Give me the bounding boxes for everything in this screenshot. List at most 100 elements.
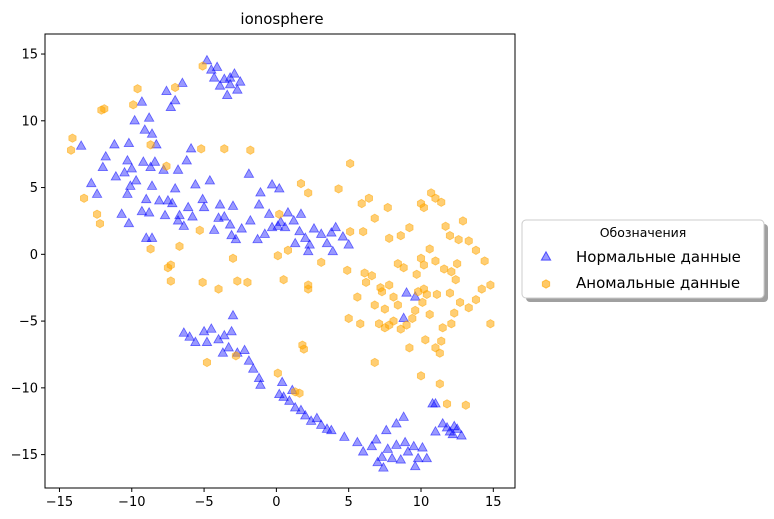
- normal-data-point: [315, 228, 327, 238]
- y-tick-label: −10: [11, 381, 38, 396]
- normal-data-point: [376, 451, 388, 461]
- normal-data-point: [456, 429, 467, 440]
- normal-data-point: [85, 177, 97, 188]
- normal-data-point: [123, 137, 135, 148]
- anomaly-data-point: [362, 277, 371, 288]
- normal-data-point: [201, 54, 213, 65]
- normal-data-point: [97, 161, 109, 172]
- normal-data-point: [325, 424, 337, 435]
- normal-data-point: [123, 217, 135, 228]
- anomaly-data-point: [344, 313, 353, 324]
- normal-data-point: [253, 198, 265, 209]
- anomaly-data-point: [246, 145, 255, 155]
- anomaly-data-point: [100, 104, 109, 114]
- normal-data-point: [204, 174, 216, 185]
- normal-data-point: [146, 232, 158, 242]
- normal-data-point: [315, 419, 327, 429]
- anomaly-data-point: [359, 226, 368, 237]
- normal-data-point: [401, 287, 412, 297]
- normal-data-point: [399, 436, 411, 447]
- normal-data-point: [185, 142, 197, 153]
- anomaly-data-point: [360, 268, 369, 278]
- normal-data-point: [357, 445, 369, 456]
- anomaly-data-point: [450, 308, 459, 318]
- anomaly-data-point: [405, 343, 414, 353]
- anomaly-data-point: [343, 265, 352, 276]
- x-tick-label: 5: [345, 495, 353, 510]
- anomaly-data-point: [273, 368, 282, 378]
- anomaly-data-point: [383, 202, 392, 213]
- normal-data-point: [275, 216, 287, 226]
- anomaly-data-point: [451, 275, 460, 285]
- normal-data-point: [187, 210, 198, 221]
- normal-data-point: [226, 325, 237, 336]
- legend-marker-anomaly: [541, 279, 551, 289]
- anomaly-data-point: [416, 371, 426, 381]
- anomaly-data-point: [233, 276, 242, 286]
- normal-data-point: [100, 150, 112, 161]
- legend-label-normal: Нормальные данные: [576, 248, 741, 266]
- anomaly-data-point: [425, 309, 434, 320]
- anomaly-data-point: [477, 284, 486, 294]
- anomaly-data-point: [442, 399, 452, 409]
- normal-data-point: [139, 124, 151, 134]
- anomaly-data-point: [317, 257, 326, 268]
- anomaly-data-point: [346, 158, 355, 169]
- normal-data-point: [169, 182, 181, 193]
- normal-data-point: [227, 200, 239, 210]
- normal-data-point: [266, 178, 278, 189]
- normal-data-point: [140, 193, 152, 204]
- anomaly-data-point: [416, 253, 426, 263]
- normal-data-point: [205, 323, 217, 333]
- normal-data-point: [398, 312, 410, 322]
- anomaly-data-point: [447, 319, 456, 329]
- normal-data-point: [190, 178, 201, 189]
- normal-data-point: [437, 417, 449, 428]
- anomaly-data-point: [68, 133, 77, 143]
- anomaly-data-point: [399, 263, 408, 273]
- normal-data-point: [231, 84, 243, 94]
- normal-data-point: [255, 186, 266, 197]
- normal-data-point: [161, 85, 172, 95]
- normal-data-point: [146, 128, 158, 138]
- legend-label-anomaly: Аномальные данные: [576, 274, 740, 292]
- anomaly-data-point: [440, 264, 449, 274]
- normal-data-point: [223, 341, 235, 352]
- normal-data-point: [289, 237, 301, 248]
- y-axis: −15 −10 −5 0 5 10 15: [11, 48, 45, 463]
- legend-box: [521, 219, 765, 299]
- anomaly-data-point: [198, 61, 207, 71]
- normal-data-point: [447, 428, 459, 439]
- normal-data-point: [172, 164, 184, 174]
- normal-data-point: [378, 461, 389, 472]
- normal-data-point: [217, 347, 229, 357]
- normal-data-point: [255, 379, 266, 389]
- anomaly-data-point: [334, 184, 343, 194]
- normal-data-point: [402, 445, 414, 456]
- normal-data-point: [230, 233, 242, 244]
- normal-data-point: [166, 197, 178, 208]
- anomaly-data-point: [95, 218, 104, 229]
- plot-area: [44, 33, 516, 489]
- anomaly-data-point: [202, 357, 212, 368]
- anomaly-data-point: [435, 379, 444, 389]
- anomaly-data-point: [385, 280, 394, 290]
- x-tick-label: 0: [272, 495, 280, 510]
- anomaly-data-point: [380, 304, 389, 314]
- y-tick-label: 10: [21, 114, 38, 129]
- normal-data-point: [311, 412, 323, 423]
- anomaly-data-point: [243, 277, 252, 288]
- anomaly-data-point: [370, 357, 379, 368]
- normal-data-point: [278, 391, 289, 401]
- normal-data-point: [208, 72, 220, 82]
- anomaly-data-point: [396, 324, 405, 334]
- normal-data-point: [325, 226, 337, 237]
- anomaly-data-point: [220, 144, 229, 154]
- normal-data-point: [146, 180, 158, 190]
- anomaly-data-point: [486, 319, 495, 329]
- normal-data-point: [201, 336, 213, 346]
- normal-data-point: [284, 395, 295, 405]
- normal-data-point: [153, 194, 165, 205]
- normal-data-point: [337, 230, 349, 241]
- anomaly-data-point: [412, 269, 421, 280]
